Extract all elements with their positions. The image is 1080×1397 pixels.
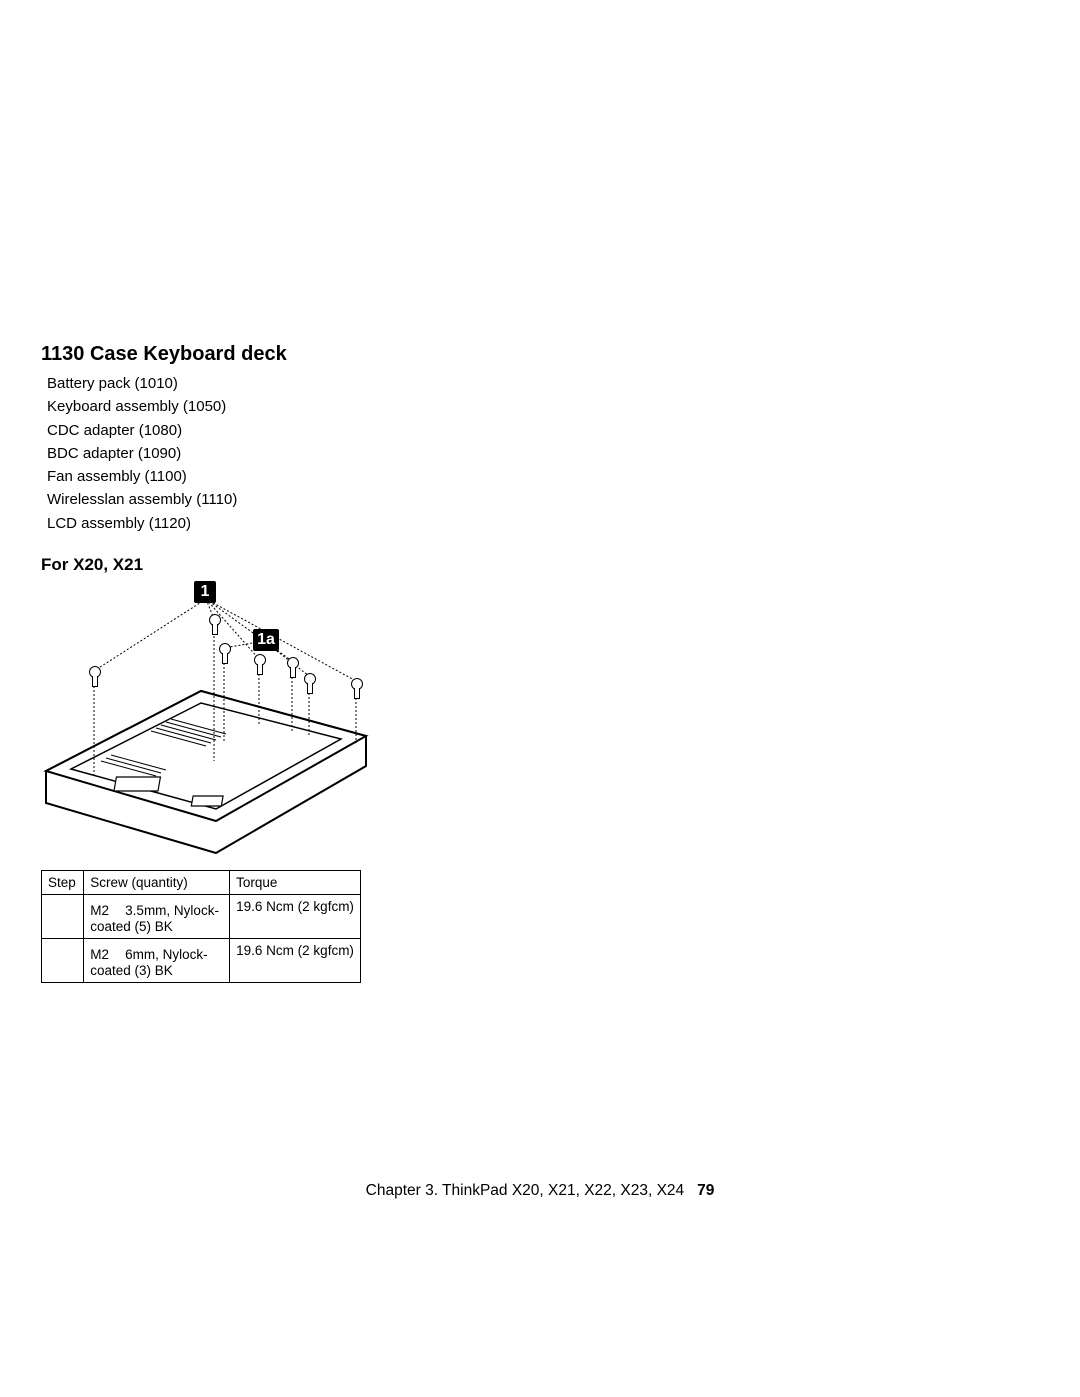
screw-icon — [209, 614, 219, 634]
footer-page-number: 79 — [697, 1182, 714, 1199]
assembly-diagram: 1 1a — [41, 581, 376, 856]
col-torque: Torque — [230, 870, 361, 894]
section-subheading: For X20, X21 — [41, 555, 561, 575]
screw-icon — [89, 666, 99, 686]
prereq-item: Keyboard assembly (1050) — [47, 395, 561, 418]
page-content: 1130 Case Keyboard deck Battery pack (10… — [41, 343, 561, 983]
callout-label-1a: 1a — [253, 629, 279, 651]
table-row: M2 ᅠ3.5mm, Nylock-coated (5) BK 19.6 Ncm… — [42, 894, 361, 938]
cell-screw: M2 ᅠ6mm, Nylock-coated (3) BK — [84, 938, 230, 982]
cell-screw: M2 ᅠ3.5mm, Nylock-coated (5) BK — [84, 894, 230, 938]
prereq-item: LCD assembly (1120) — [47, 512, 561, 535]
table-row: M2 ᅠ6mm, Nylock-coated (3) BK 19.6 Ncm (… — [42, 938, 361, 982]
cell-torque: 19.6 Ncm (2 kgfcm) — [230, 894, 361, 938]
prereq-item: Wirelesslan assembly (1110) — [47, 488, 561, 511]
screw-icon — [219, 643, 229, 663]
table-header-row: Step Screw (quantity) Torque — [42, 870, 361, 894]
cell-torque: 19.6 Ncm (2 kgfcm) — [230, 938, 361, 982]
cell-step — [42, 894, 84, 938]
footer-chapter: Chapter 3. ThinkPad X20, X21, X22, X23, … — [366, 1182, 685, 1199]
prereq-item: CDC adapter (1080) — [47, 419, 561, 442]
callout-label-1: 1 — [194, 581, 216, 603]
prereq-item: Battery pack (1010) — [47, 372, 561, 395]
page-footer: Chapter 3. ThinkPad X20, X21, X22, X23, … — [0, 1182, 1080, 1200]
col-step: Step — [42, 870, 84, 894]
prereq-item: Fan assembly (1100) — [47, 465, 561, 488]
screw-icon — [304, 673, 314, 693]
prerequisite-list: Battery pack (1010) Keyboard assembly (1… — [47, 372, 561, 535]
screw-icon — [287, 657, 297, 677]
col-screw: Screw (quantity) — [84, 870, 230, 894]
screw-icon — [254, 654, 264, 674]
section-heading: 1130 Case Keyboard deck — [41, 343, 561, 366]
prereq-item: BDC adapter (1090) — [47, 442, 561, 465]
cell-step — [42, 938, 84, 982]
screw-table: Step Screw (quantity) Torque M2 ᅠ3.5mm, … — [41, 870, 561, 983]
screw-icon — [351, 678, 361, 698]
